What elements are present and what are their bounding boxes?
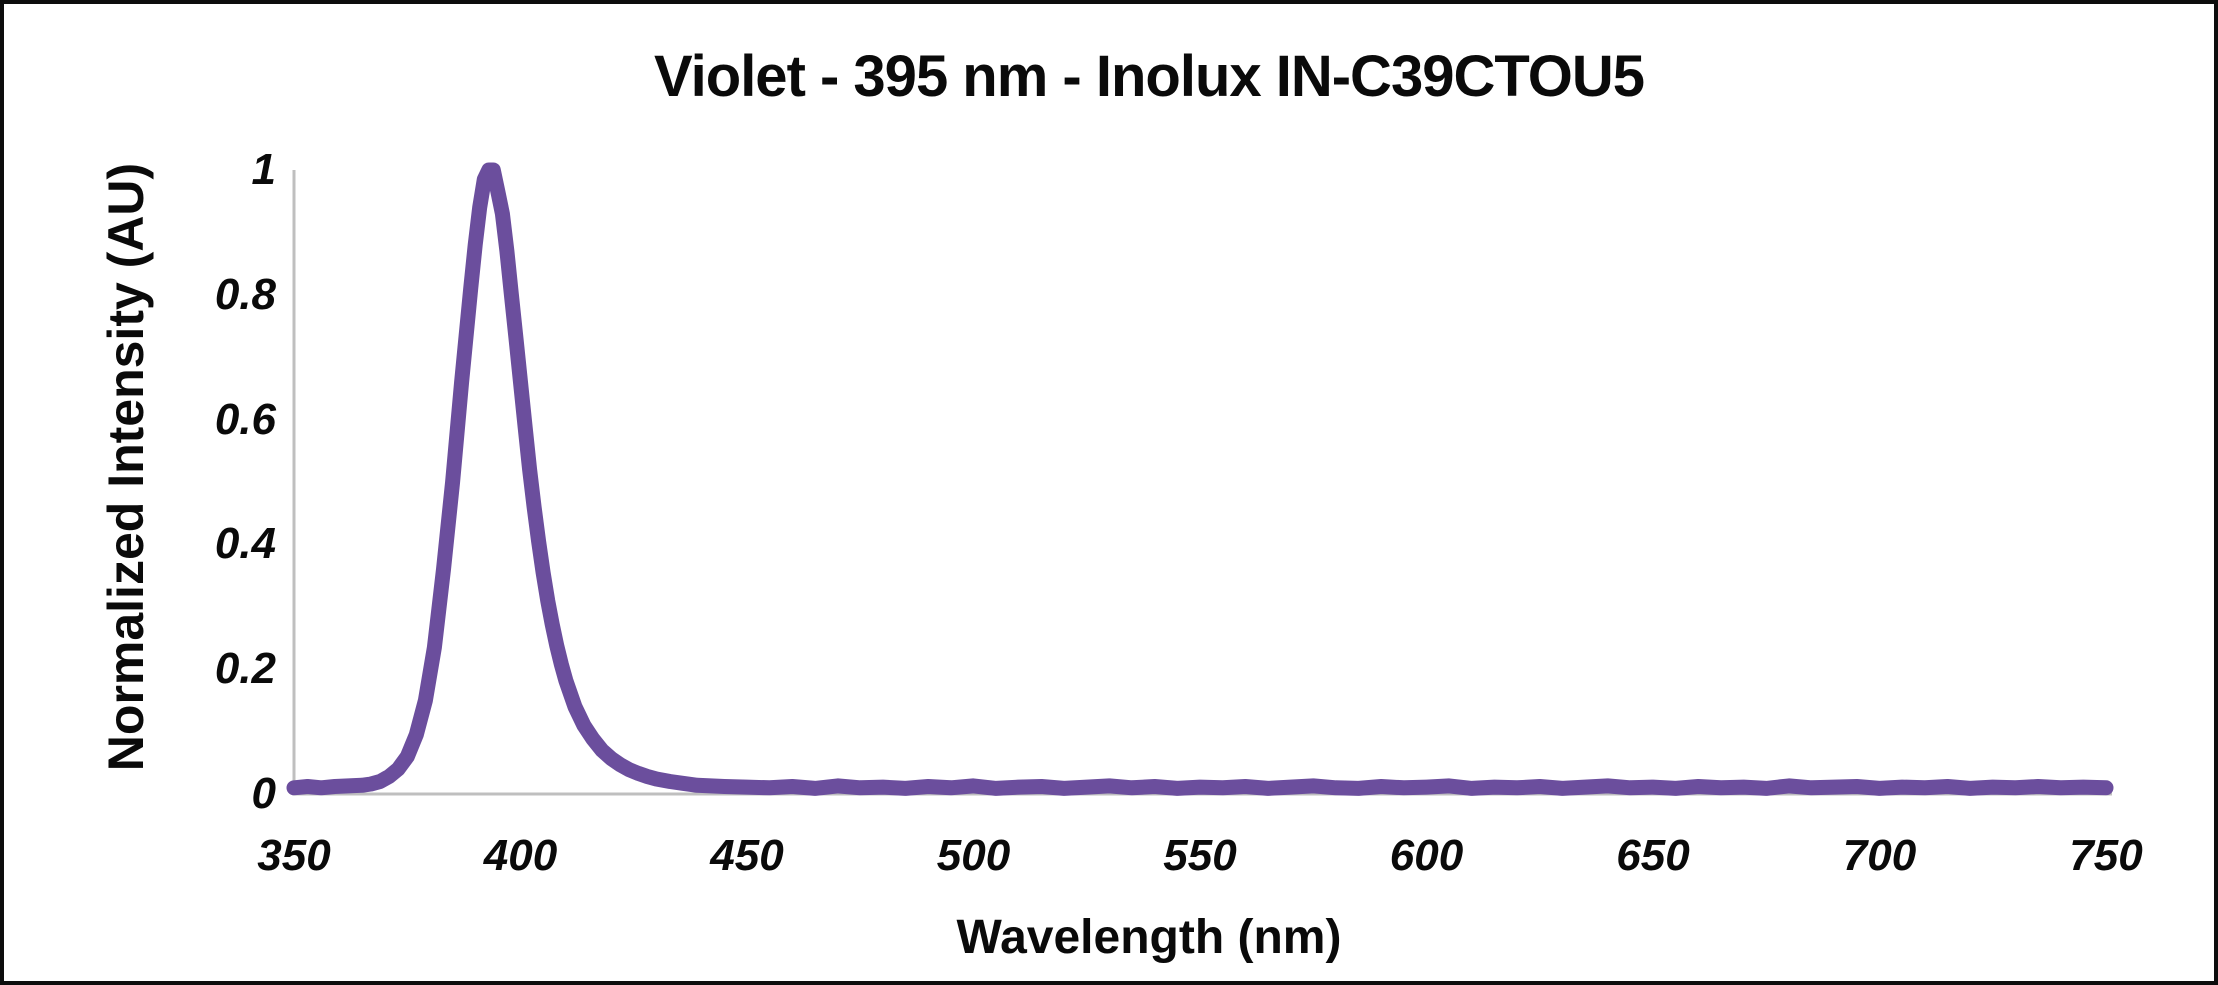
- x-tick-label: 500: [936, 831, 1011, 880]
- x-tick-label: 450: [710, 831, 784, 880]
- y-tick-label: 0.8: [214, 269, 276, 319]
- x-tick-label: 650: [1616, 831, 1690, 880]
- x-tick-label: 550: [1163, 831, 1237, 880]
- x-tick-label: 400: [483, 831, 558, 880]
- y-tick-label: 0.2: [214, 644, 276, 694]
- x-tick-label: 350: [257, 831, 331, 880]
- y-tick-label: 1: [251, 145, 276, 194]
- spectrum-line: [286, 162, 2114, 796]
- plot-area: [286, 162, 2114, 796]
- y-tick-label: 0.6: [214, 394, 276, 444]
- x-tick-label: 750: [2069, 831, 2143, 880]
- x-tick-label: 700: [1842, 831, 1917, 880]
- x-axis-title: Wavelength (nm): [956, 911, 1342, 964]
- y-tick-label: 0: [251, 769, 276, 818]
- x-tick-label: 600: [1389, 831, 1464, 880]
- y-tick-label: 0.4: [214, 519, 276, 569]
- chart-title: Violet - 395 nm - Inolux IN-C39CTOU5: [654, 44, 1645, 109]
